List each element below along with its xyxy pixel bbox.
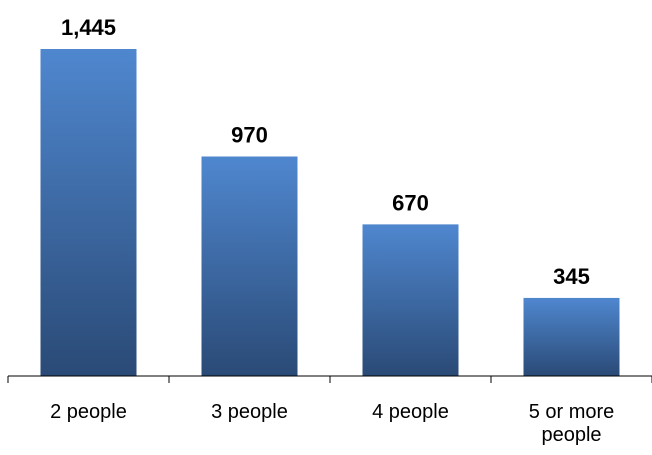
bar-2 xyxy=(201,156,298,376)
x-tick-label-3: 4 people xyxy=(372,401,449,423)
data-label-4: 345 xyxy=(553,264,590,289)
x-tick-label-1: 2 people xyxy=(50,401,127,423)
data-label-2: 970 xyxy=(231,122,268,147)
x-tick-label-2: 3 people xyxy=(211,401,288,423)
bar-4 xyxy=(523,297,620,376)
bar-3 xyxy=(362,224,459,376)
data-label-3: 670 xyxy=(392,190,429,215)
data-label-1: 1,445 xyxy=(61,15,116,40)
x-tick-label-4: 5 or more people xyxy=(529,401,615,446)
bar-1 xyxy=(40,49,137,376)
